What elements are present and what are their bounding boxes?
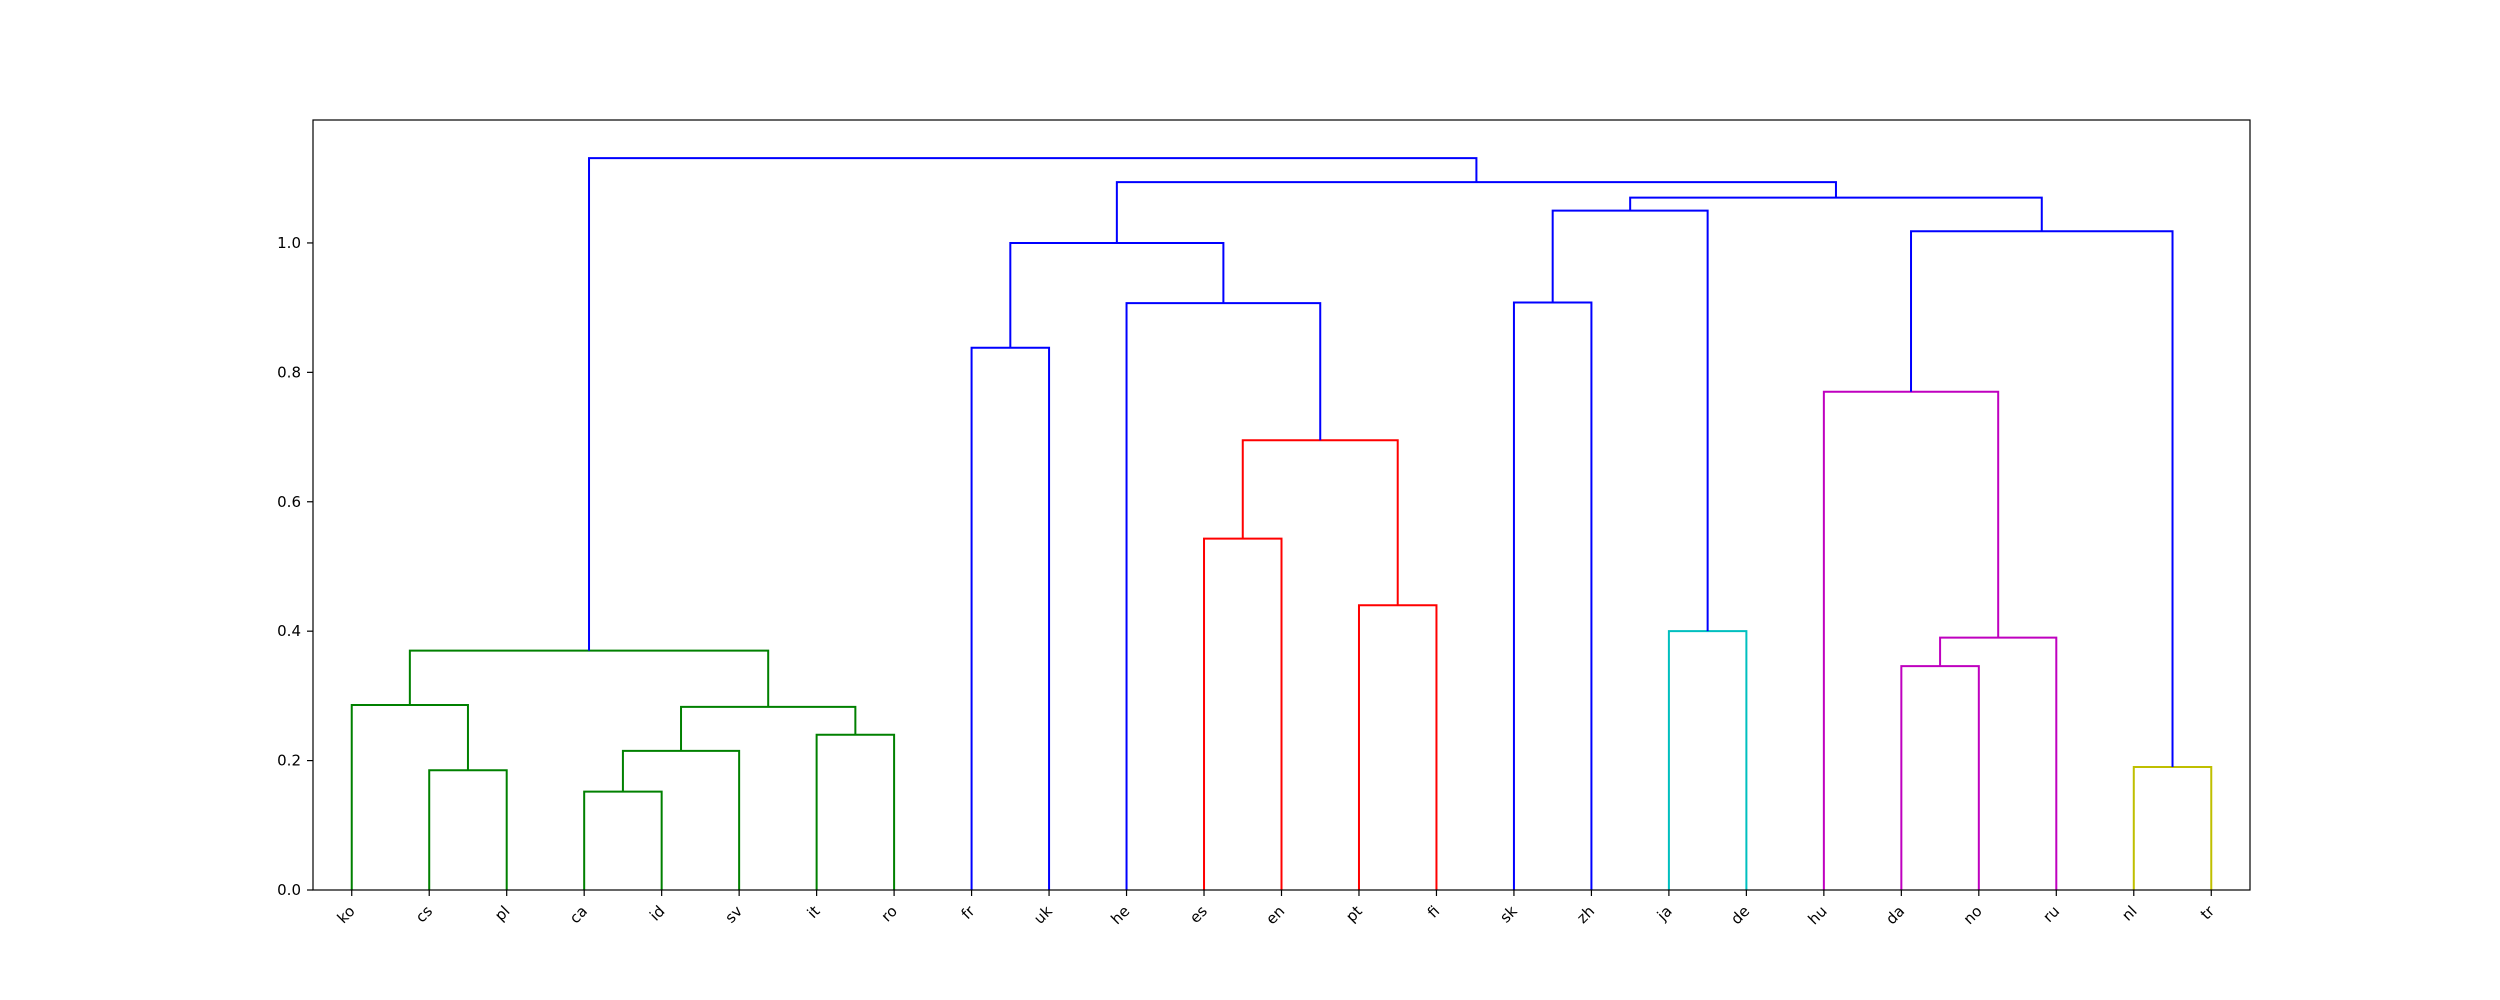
dendrogram-link-6 xyxy=(680,705,857,751)
dendrogram-link-5 xyxy=(815,733,896,890)
dendrogram-link-19 xyxy=(1009,241,1225,348)
leaf-label-de: de xyxy=(1727,902,1753,928)
dendrogram-link-3 xyxy=(2132,766,2213,890)
y-axis: 0.0 0.2 0.4 0.6 0.8 1.0 xyxy=(277,234,313,899)
dendrogram-link-7 xyxy=(350,703,469,890)
leaf-label-no: no xyxy=(1960,902,1986,928)
leaf-label-hu: hu xyxy=(1805,902,1831,928)
x-axis: ko cs pl ca id sv it ro fr uk he es en pt fi sk zh ja de hu… xyxy=(334,890,2219,928)
dendrogram-link-8 xyxy=(1900,665,1980,890)
y-tick-label: 0.0 xyxy=(277,881,301,899)
leaf-label-ca: ca xyxy=(566,902,591,927)
dendrogram-link-24 xyxy=(588,157,1478,651)
dendrogram-link-22 xyxy=(1629,196,2043,232)
dendrogram-link-11 xyxy=(1667,630,1748,890)
dendrogram-link-16 xyxy=(970,346,1051,890)
leaf-label-nl: nl xyxy=(2118,902,2140,924)
leaf-label-es: es xyxy=(1186,902,1211,927)
leaf-label-ro: ro xyxy=(878,902,901,925)
y-tick-label: 0.4 xyxy=(277,622,301,640)
y-tick-label: 0.2 xyxy=(277,752,301,770)
dendrogram-link-9 xyxy=(408,649,770,707)
leaf-label-cs: cs xyxy=(412,902,436,926)
leaf-label-ru: ru xyxy=(2039,902,2063,926)
dendrogram-link-21 xyxy=(1551,209,1709,632)
dendrogram-link-20 xyxy=(1910,230,2174,768)
leaf-label-da: da xyxy=(1882,902,1908,928)
y-tick-label: 1.0 xyxy=(277,234,301,252)
leaf-label-pt: pt xyxy=(1342,902,1366,926)
leaf-label-ko: ko xyxy=(334,902,359,927)
leaf-label-it: it xyxy=(804,902,824,922)
leaf-label-fi: fi xyxy=(1424,902,1443,921)
leaf-label-sk: sk xyxy=(1496,902,1521,927)
leaf-label-ja: ja xyxy=(1653,902,1676,925)
dendrogram-link-10 xyxy=(1939,636,2058,890)
y-tick-label: 0.8 xyxy=(277,363,301,381)
dendrogram-links xyxy=(350,157,2213,890)
dendrogram-link-12 xyxy=(1357,604,1438,890)
dendrogram-link-18 xyxy=(1512,301,1593,890)
y-tick-label: 0.6 xyxy=(277,493,301,511)
leaf-label-he: he xyxy=(1107,902,1133,928)
leaf-label-pl: pl xyxy=(491,902,513,924)
dendrogram-link-4 xyxy=(621,749,741,890)
dendrogram-link-1 xyxy=(583,790,663,890)
dendrogram-link-2 xyxy=(428,769,508,890)
leaf-label-fr: fr xyxy=(958,902,979,923)
dendrogram-link-23 xyxy=(1115,181,1837,243)
leaf-label-zh: zh xyxy=(1573,902,1598,927)
leaf-label-sv: sv xyxy=(721,902,746,927)
leaf-label-uk: uk xyxy=(1030,902,1056,928)
leaf-label-en: en xyxy=(1262,902,1288,928)
leaf-label-tr: tr xyxy=(2197,902,2219,924)
leaf-label-id: id xyxy=(646,902,668,924)
dendrogram-link-15 xyxy=(1822,390,2000,890)
dendrogram-link-14 xyxy=(1241,439,1399,606)
dendrogram-link-13 xyxy=(1203,537,1283,890)
dendrogram-link-17 xyxy=(1125,302,1322,890)
